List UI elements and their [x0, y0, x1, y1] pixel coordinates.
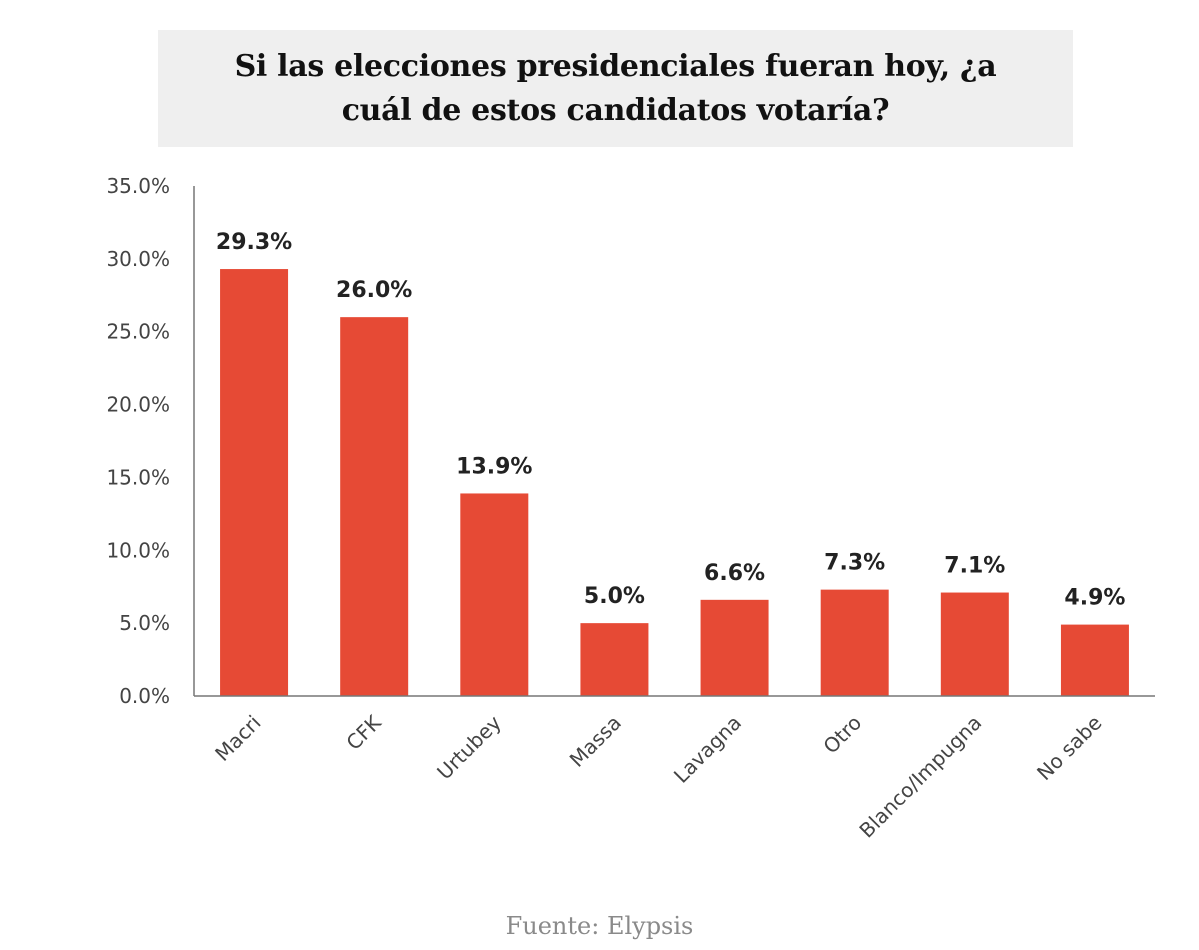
x-axis: Macri CFK Urtubey Massa Lavagna OtroBlanco/Im… [194, 695, 1155, 843]
x-tick-label: CFK [341, 710, 386, 755]
y-axis: 0.0% 5.0% 10.0% 15.0% 20.0% 25.0% 30.0% 35.0% [106, 174, 195, 708]
x-tick-label: Blanco/Impugna [854, 711, 986, 843]
y-tick-label: 10.0% [106, 538, 170, 562]
bar-blanco-impugna [940, 592, 1009, 696]
y-tick-label: 0.0% [119, 684, 170, 708]
x-tick-label: Lavagna [669, 711, 746, 788]
y-tick-label: 20.0% [106, 393, 170, 417]
x-tick-label: No sabe [1032, 711, 1106, 785]
bar-massa [580, 623, 649, 696]
chart-title-box: Si las elecciones presidenciales fueran … [158, 30, 1073, 147]
data-label: 6.6% [704, 561, 765, 586]
data-label: 13.9% [456, 454, 532, 479]
chart-title: Si las elecciones presidenciales fueran … [234, 48, 997, 128]
data-label: 5.0% [584, 584, 645, 609]
data-labels: 29.3% 26.0% 13.9% 5.0% 6.6% 7.3% 7.1% 4.9% [216, 230, 1126, 611]
x-tick-label: Urtubey [432, 710, 506, 784]
bar-macri [220, 269, 289, 696]
bar-otro [820, 589, 889, 696]
x-tick-label: Macri [210, 711, 265, 766]
data-label: 7.1% [944, 554, 1005, 579]
source-note: Fuente: Elypsis [505, 912, 694, 940]
x-tick-label: Massa [565, 711, 626, 772]
y-tick-label: 5.0% [119, 611, 170, 635]
bar-no-sabe [1060, 624, 1129, 696]
bar-cfk [340, 317, 409, 696]
y-tick-label: 25.0% [106, 320, 170, 344]
y-tick-label: 30.0% [106, 247, 170, 271]
y-tick-label: 15.0% [106, 465, 170, 489]
data-label: 26.0% [336, 278, 412, 303]
data-label: 4.9% [1064, 586, 1125, 611]
data-label: 7.3% [824, 551, 885, 576]
data-label: 29.3% [216, 230, 292, 255]
bar-lavagna [700, 599, 769, 696]
bars [220, 269, 1129, 696]
bar-urtubey [460, 493, 529, 696]
y-tick-label: 35.0% [106, 174, 170, 198]
x-tick-label: Otro [818, 711, 866, 759]
